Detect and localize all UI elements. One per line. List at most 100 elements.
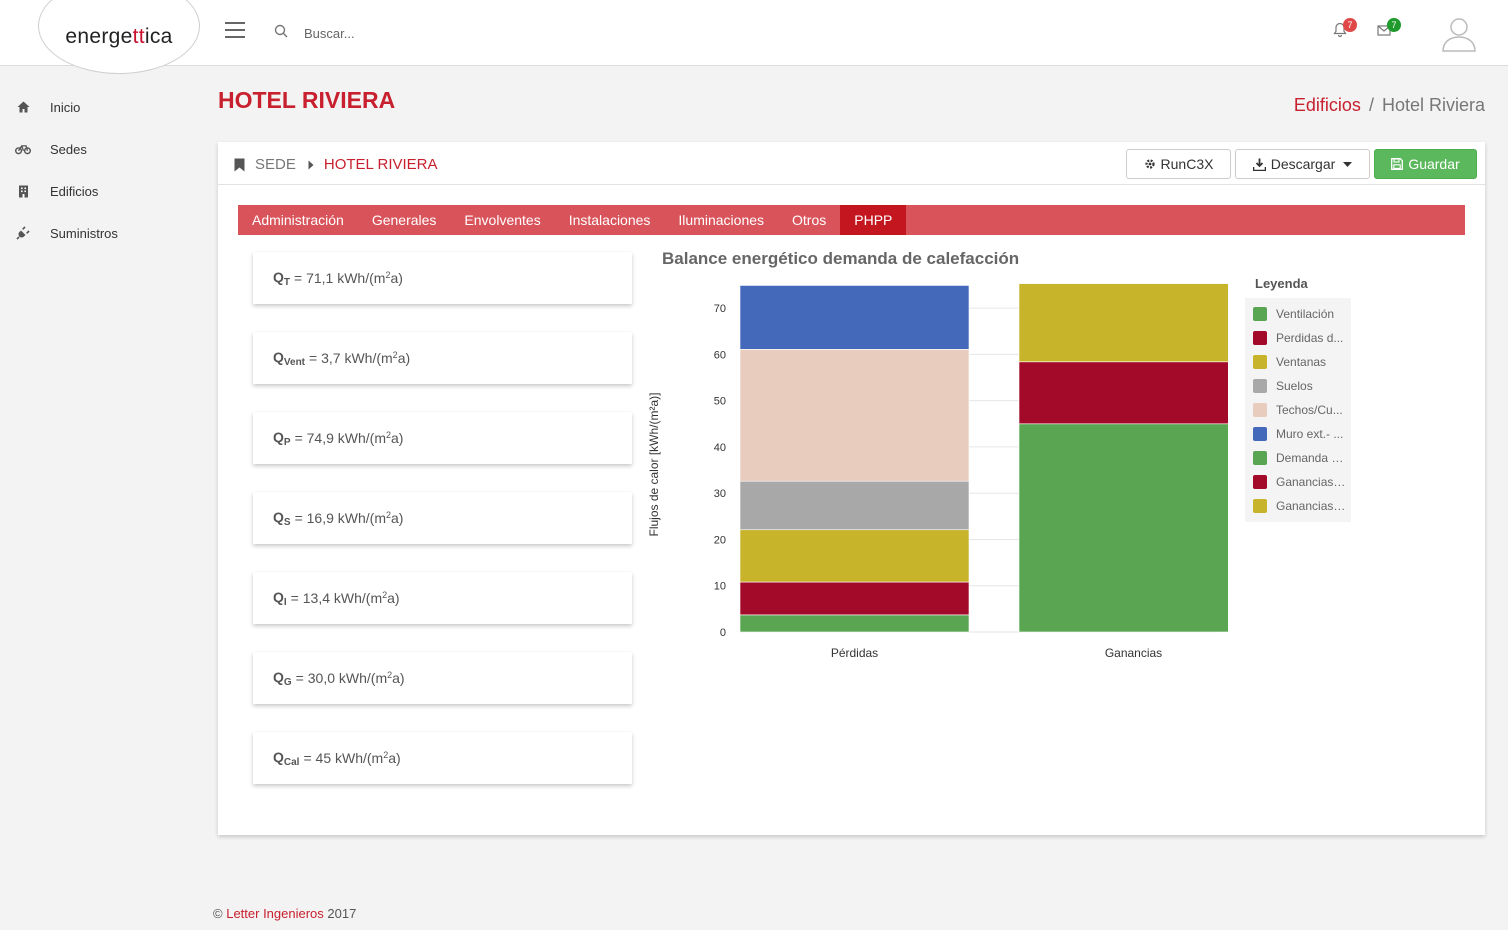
- legend-item[interactable]: Ganancias ...: [1245, 470, 1351, 494]
- bicycle-icon: [15, 141, 31, 157]
- metric-value: 74,9: [306, 430, 334, 446]
- legend-item[interactable]: Suelos: [1245, 374, 1351, 398]
- caret-right-icon: [308, 160, 314, 169]
- legend-item[interactable]: Ganancias ...: [1245, 494, 1351, 518]
- sidebar-item-inicio[interactable]: Inicio: [0, 86, 200, 128]
- metric-unit: kWh/(m2a): [333, 590, 400, 606]
- logo-text: energettica: [65, 25, 173, 48]
- tab-iluminaciones[interactable]: Iluminaciones: [678, 212, 765, 228]
- legend-title: Leyenda: [1255, 276, 1308, 291]
- metric-unit: kWh/(m2a): [344, 350, 411, 366]
- breadcrumb-link-edificios[interactable]: Edificios: [1293, 95, 1361, 115]
- legend-item[interactable]: Techos/Cu...: [1245, 398, 1351, 422]
- metric-card: QS = 16,9 kWh/(m2a): [253, 492, 632, 544]
- heating-balance-chart: 0 10 20 30 40 50 60 70 Flujos de calor [kWh/(m²a…: [648, 283, 1228, 660]
- save-button[interactable]: Guardar: [1374, 149, 1477, 179]
- top-bar: energettica 7 7: [0, 0, 1508, 74]
- legend-label: Ganancias ...: [1276, 499, 1346, 513]
- tab-envolventes[interactable]: Envolventes: [464, 212, 541, 228]
- notifications-button[interactable]: 7: [1333, 18, 1357, 43]
- sidebar-item-suministros[interactable]: Suministros: [0, 212, 200, 254]
- legend-label: Techos/Cu...: [1276, 403, 1343, 417]
- legend-item[interactable]: Demanda c...: [1245, 446, 1351, 470]
- legend-swatch: [1253, 475, 1267, 489]
- sidebar-item-label: Inicio: [50, 99, 81, 115]
- runc3x-button[interactable]: RunC3X: [1126, 149, 1231, 179]
- download-label: Descargar: [1270, 156, 1336, 172]
- bar-segment: [739, 285, 970, 350]
- legend-label: Ventanas: [1276, 355, 1327, 369]
- user-avatar-icon[interactable]: [1440, 14, 1478, 52]
- tab-otros[interactable]: Otros: [792, 212, 827, 228]
- legend-item[interactable]: Ventanas: [1245, 350, 1351, 374]
- notifications-badge: 7: [1343, 18, 1357, 32]
- metric-card: QVent = 3,7 kWh/(m2a): [253, 332, 632, 384]
- bookmark-icon: [234, 158, 245, 171]
- chart-title: Balance energético demanda de calefacció…: [662, 249, 1020, 268]
- crumb-sede[interactable]: SEDE: [255, 156, 296, 173]
- sidebar-item-edificios[interactable]: Edificios: [0, 170, 200, 212]
- crumb-hotel[interactable]: HOTEL RIVIERA: [323, 156, 438, 173]
- metric-value: 71,1: [306, 270, 334, 286]
- metric-symbol: QCal: [273, 748, 300, 768]
- breadcrumb-separator: /: [1368, 95, 1374, 115]
- metric-card: QI = 13,4 kWh/(m2a): [253, 572, 632, 624]
- legend-item[interactable]: Muro ext.- ...: [1245, 422, 1351, 446]
- search-input[interactable]: [296, 20, 696, 46]
- sidebar-item-sedes[interactable]: Sedes: [0, 128, 200, 170]
- footer-company-link[interactable]: Letter Ingenieros: [226, 906, 324, 921]
- legend-item[interactable]: Ventilación: [1245, 302, 1351, 326]
- card-breadcrumb: SEDE HOTEL RIVIERA: [234, 156, 438, 173]
- legend-swatch: [1253, 403, 1267, 417]
- app-logo[interactable]: energettica: [38, 0, 200, 74]
- footer-copyright: ©: [213, 906, 223, 921]
- tab-generales[interactable]: Generales: [371, 212, 437, 228]
- tab-phpp[interactable]: PHPP: [840, 205, 907, 235]
- metric-subscript: S: [283, 516, 291, 528]
- legend-swatch: [1253, 355, 1267, 369]
- messages-button[interactable]: 7: [1377, 18, 1401, 43]
- metric-equals: =: [290, 590, 303, 606]
- tab-administracion[interactable]: Administración: [252, 212, 344, 228]
- runc3x-label: RunC3X: [1160, 156, 1214, 172]
- y-tick-label: 30: [714, 488, 726, 500]
- y-axis-label: Flujos de calor [kWh/(m²a)]: [648, 392, 661, 536]
- y-tick-label: 40: [714, 442, 726, 454]
- bar-segment: [739, 581, 970, 616]
- caret-down-icon: [1343, 161, 1353, 167]
- metric-unit: kWh/(m2a): [337, 510, 404, 526]
- tab-instalaciones[interactable]: Instalaciones: [568, 212, 651, 228]
- download-dropdown-button[interactable]: Descargar: [1235, 149, 1370, 179]
- metric-unit: kWh/(m2a): [335, 750, 401, 766]
- metric-value: 13,4: [302, 590, 330, 606]
- save-label: Guardar: [1408, 156, 1460, 172]
- bar-segment: [739, 614, 970, 633]
- legend-label: Muro ext.- ...: [1276, 427, 1344, 441]
- legend-label: Ventilación: [1276, 307, 1335, 321]
- section-tabs: Administración Generales Envolventes Instal…: [238, 205, 1465, 235]
- bar-segment: [739, 529, 970, 583]
- sidebar-item-label: Sedes: [50, 141, 87, 157]
- menu-toggle-icon[interactable]: [225, 22, 245, 38]
- sidebar: Inicio Sedes Edificios Suministros: [0, 86, 200, 254]
- y-tick-label: 50: [714, 396, 726, 408]
- legend-label: Suelos: [1276, 379, 1313, 393]
- metric-unit: kWh/(m2a): [338, 670, 405, 686]
- metric-card: QCal = 45 kWh/(m2a): [253, 732, 632, 784]
- metric-card: QG = 30,0 kWh/(m2a): [253, 652, 632, 704]
- metric-value: 16,9: [306, 510, 334, 526]
- footer-year: 2017: [327, 906, 357, 921]
- metric-subscript: P: [283, 436, 291, 448]
- metric-symbol: QP: [273, 428, 291, 448]
- metric-subscript: Cal: [283, 756, 300, 768]
- y-tick-label: 70: [714, 303, 726, 315]
- bell-icon: [1333, 22, 1347, 38]
- metric-card: QP = 74,9 kWh/(m2a): [253, 412, 632, 464]
- search-icon: [274, 24, 288, 38]
- metric-equals: =: [294, 510, 307, 526]
- legend-item[interactable]: Perdidas d...: [1245, 326, 1351, 350]
- bar-segment: [1018, 283, 1228, 363]
- home-icon: [15, 99, 31, 115]
- metric-subscript: I: [283, 596, 287, 608]
- metric-card: QT = 71,1 kWh/(m2a): [253, 252, 632, 304]
